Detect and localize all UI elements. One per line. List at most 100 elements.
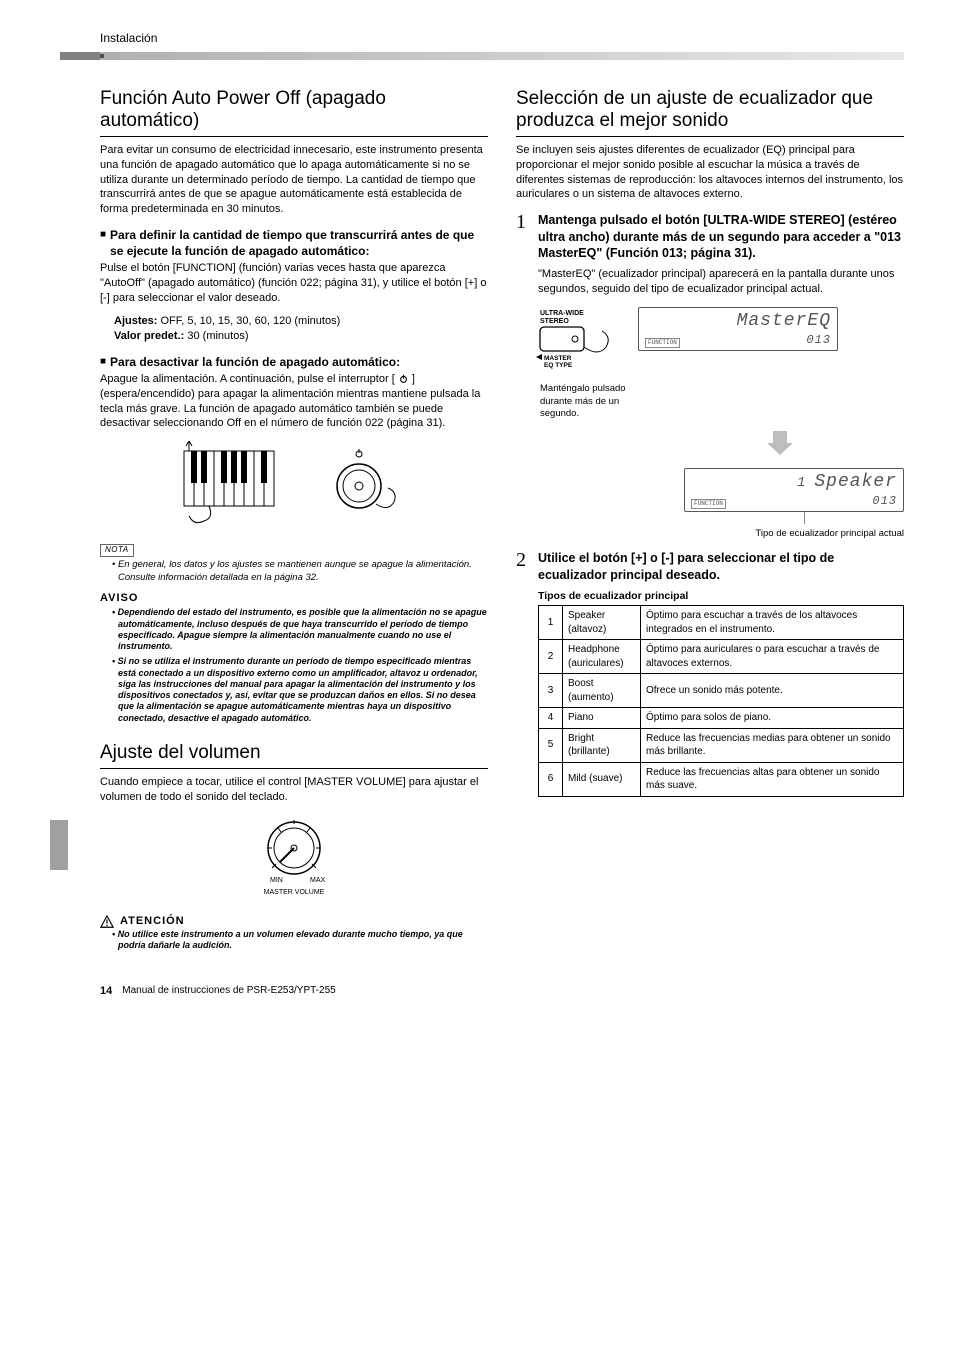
- sub-heading-define-time: ■ Para definir la cantidad de tiempo que…: [100, 227, 488, 259]
- eq-row-num: 6: [539, 762, 563, 796]
- eq-row-name: Boost (aumento): [563, 674, 641, 708]
- warning-triangle-icon: [100, 915, 114, 929]
- volume-knob-diagram: MIN MAX MASTER VOLUME: [100, 814, 488, 904]
- table-row: 6 Mild (suave) Reduce las frecuencias al…: [539, 762, 904, 796]
- ultra-wide-button-diagram: ULTRA-WIDE STEREO MASTER EQ TYPE: [536, 307, 626, 379]
- eq-pointer-line: │: [706, 512, 904, 526]
- bullet-square-icon: ■: [100, 227, 106, 259]
- eq-row-desc: Reduce las frecuencias medias para obten…: [641, 728, 904, 762]
- table-row: 1 Speaker (altavoz) Óptimo para escuchar…: [539, 606, 904, 640]
- svg-text:STEREO: STEREO: [540, 318, 569, 325]
- lcd-2-func-label: FUNCTION: [691, 499, 726, 509]
- eq-row-desc: Óptimo para escuchar a través de los alt…: [641, 606, 904, 640]
- section-title-volume: Ajuste del volumen: [100, 742, 488, 764]
- eq-row-num: 1: [539, 606, 563, 640]
- table-row: 5 Bright (brillante) Reduce las frecuenc…: [539, 728, 904, 762]
- table-row: 4 Piano Óptimo para solos de piano.: [539, 708, 904, 729]
- nota-text: • En general, los datos y los ajustes se…: [112, 559, 488, 585]
- header-bar: [100, 52, 904, 60]
- sub-heading-text: Para desactivar la función de apagado au…: [110, 354, 400, 370]
- section-title-eq: Selección de un ajuste de ecualizador qu…: [516, 88, 904, 132]
- lcd-display-2: 1 Speaker FUNCTION 013: [684, 468, 904, 512]
- step-1-title: Mantenga pulsado el botón [ULTRA-WIDE ST…: [538, 212, 904, 261]
- disable-body: Apague la alimentación. A continuación, …: [100, 372, 488, 431]
- knob-min-label: MIN: [270, 877, 283, 884]
- eq-intro: Se incluyen seis ajustes diferentes de e…: [516, 143, 904, 202]
- svg-text:MASTER: MASTER: [544, 355, 572, 362]
- keyboard-diagram: [100, 441, 488, 536]
- valor-predet-value: 30 (minutos): [187, 330, 248, 342]
- title-rule: [516, 136, 904, 137]
- aviso-label: AVISO: [100, 591, 488, 606]
- atencion-text-content: No utilice este instrumento a un volumen…: [118, 929, 463, 950]
- lcd-diagram-block: ULTRA-WIDE STEREO MASTER EQ TYPE MasterE…: [536, 307, 904, 541]
- eq-row-desc: Óptimo para solos de piano.: [641, 708, 904, 729]
- eq-row-num: 4: [539, 708, 563, 729]
- sub-heading-disable: ■ Para desactivar la función de apagado …: [100, 354, 488, 370]
- lcd-2-prefix: 1: [797, 475, 806, 491]
- step-2-number: 2: [516, 550, 530, 583]
- step-1-number: 1: [516, 212, 530, 261]
- sub-heading-text: Para definir la cantidad de tiempo que t…: [110, 227, 488, 259]
- step-2-title: Utilice el botón [+] o [-] para seleccio…: [538, 550, 904, 583]
- eq-types-table: 1 Speaker (altavoz) Óptimo para escuchar…: [538, 605, 904, 797]
- page-header: Instalación: [100, 30, 904, 60]
- volume-intro: Cuando empiece a tocar, utilice el contr…: [100, 775, 488, 805]
- aviso-item-1: • Dependiendo del estado del instrumento…: [112, 607, 488, 652]
- eq-row-name: Bright (brillante): [563, 728, 641, 762]
- define-time-body: Pulse el botón [FUNCTION] (función) vari…: [100, 261, 488, 306]
- title-rule: [100, 136, 488, 137]
- section-title-autopoweroff: Función Auto Power Off (apagado automáti…: [100, 88, 488, 132]
- knob-max-label: MAX: [310, 877, 326, 884]
- lcd-2-main-text: Speaker: [814, 472, 897, 492]
- lcd-2-number: 013: [872, 493, 897, 509]
- knob-master-label: MASTER VOLUME: [264, 889, 325, 896]
- aviso-item-2: • Si no se utiliza el instrumento durant…: [112, 656, 488, 724]
- right-column: Selección de un ajuste de ecualizador qu…: [516, 88, 904, 955]
- manual-title: Manual de instrucciones de PSR-E253/YPT-…: [122, 984, 335, 999]
- eq-row-desc: Óptimo para auriculares o para escuchar …: [641, 640, 904, 674]
- eq-row-num: 2: [539, 640, 563, 674]
- page-footer: 14 Manual de instrucciones de PSR-E253/Y…: [100, 984, 904, 999]
- svg-text:ULTRA-WIDE: ULTRA-WIDE: [540, 310, 584, 317]
- hold-note: Manténgalo pulsado durante más de un seg…: [540, 383, 650, 421]
- power-icon: [398, 373, 409, 384]
- page-number: 14: [100, 984, 112, 999]
- step-2: 2 Utilice el botón [+] o [-] para selecc…: [516, 550, 904, 583]
- eq-row-desc: Reduce las frecuencias altas para obtene…: [641, 762, 904, 796]
- eq-table-caption: Tipos de ecualizador principal: [538, 589, 904, 603]
- step-1: 1 Mantenga pulsado el botón [ULTRA-WIDE …: [516, 212, 904, 261]
- side-tab: [50, 820, 68, 870]
- eq-type-caption: Tipo de ecualizador principal actual: [704, 528, 904, 541]
- eq-row-desc: Ofrece un sonido más potente.: [641, 674, 904, 708]
- eq-row-name: Piano: [563, 708, 641, 729]
- nota-label: NOTA: [100, 544, 134, 557]
- bullet-square-icon: ■: [100, 354, 106, 370]
- eq-row-name: Mild (suave): [563, 762, 641, 796]
- lcd-1-func-label: FUNCTION: [645, 338, 680, 348]
- eq-row-name: Headphone (auriculares): [563, 640, 641, 674]
- settings-block: Ajustes: OFF, 5, 10, 15, 30, 60, 120 (mi…: [114, 314, 488, 344]
- aviso-1-text: Dependiendo del estado del instrumento, …: [118, 607, 487, 651]
- arrow-down-icon: [656, 427, 904, 462]
- breadcrumb: Instalación: [100, 30, 904, 46]
- autopoweroff-intro: Para evitar un consumo de electricidad i…: [100, 143, 488, 217]
- content-columns: Función Auto Power Off (apagado automáti…: [100, 88, 904, 955]
- lcd-display-1: MasterEQ FUNCTION 013: [638, 307, 838, 351]
- ajustes-label: Ajustes:: [114, 315, 157, 327]
- lcd-1-main: MasterEQ: [645, 312, 831, 330]
- aviso-2-text: Si no se utiliza el instrumento durante …: [118, 656, 478, 722]
- lcd-1-number: 013: [806, 332, 831, 348]
- svg-text:EQ TYPE: EQ TYPE: [544, 362, 573, 369]
- atencion-row: ATENCIÓN: [100, 914, 488, 929]
- table-row: 3 Boost (aumento) Ofrece un sonido más p…: [539, 674, 904, 708]
- valor-predet-label: Valor predet.:: [114, 330, 184, 342]
- ajustes-value: OFF, 5, 10, 15, 30, 60, 120 (minutos): [160, 315, 340, 327]
- eq-row-name: Speaker (altavoz): [563, 606, 641, 640]
- disable-body-a: Apague la alimentación. A continuación, …: [100, 373, 398, 385]
- step-1-body: "MasterEQ" (ecualizador principal) apare…: [538, 267, 904, 297]
- atencion-label: ATENCIÓN: [120, 914, 185, 929]
- title-rule: [100, 768, 488, 769]
- eq-row-num: 3: [539, 674, 563, 708]
- atencion-text: • No utilice este instrumento a un volum…: [112, 929, 488, 952]
